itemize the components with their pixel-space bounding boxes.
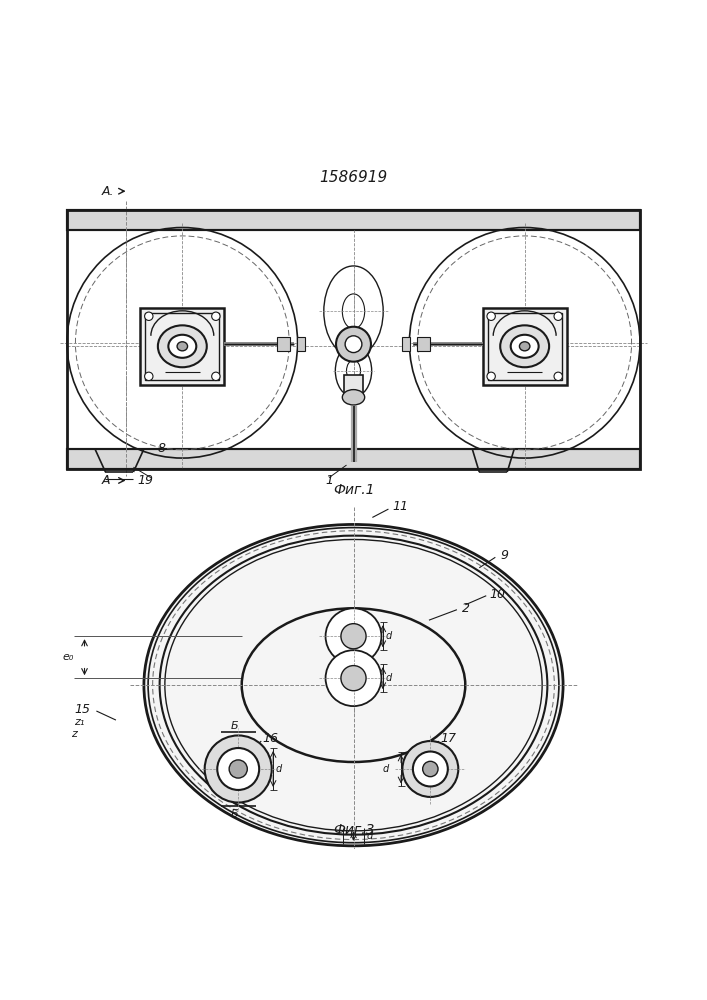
Bar (488, 313, 561, 380)
Bar (297, 337, 305, 351)
Text: 1: 1 (325, 474, 334, 487)
Text: d: d (385, 631, 392, 641)
Ellipse shape (158, 325, 206, 367)
Circle shape (336, 327, 371, 362)
Circle shape (145, 372, 153, 381)
Bar (67, 449, 640, 469)
Text: d: d (385, 673, 392, 683)
Circle shape (229, 760, 247, 778)
Bar (67, 210, 640, 469)
Circle shape (487, 372, 496, 381)
Circle shape (487, 312, 496, 320)
Text: Б: Б (231, 809, 238, 819)
Bar (417, 337, 430, 351)
Circle shape (554, 372, 562, 381)
Text: 16: 16 (263, 732, 279, 745)
Text: z₁: z₁ (74, 717, 84, 727)
Ellipse shape (510, 335, 539, 358)
Text: 1586919: 1586919 (320, 170, 387, 185)
Text: Фиг.3: Фиг.3 (333, 823, 374, 837)
Text: Б: Б (231, 721, 238, 731)
Text: 11: 11 (392, 500, 408, 513)
Circle shape (413, 752, 448, 786)
Circle shape (211, 312, 220, 320)
Ellipse shape (177, 342, 187, 351)
Text: z: z (71, 729, 76, 739)
Bar (67, 449, 640, 469)
Circle shape (325, 650, 382, 706)
Bar (483, 308, 566, 385)
Circle shape (145, 312, 153, 320)
Text: 15: 15 (74, 703, 90, 716)
Text: 2: 2 (462, 602, 469, 615)
Ellipse shape (501, 325, 549, 367)
Bar (146, 313, 219, 380)
Ellipse shape (168, 335, 197, 358)
Text: d: d (382, 764, 388, 774)
Circle shape (423, 761, 438, 777)
Bar (67, 210, 640, 230)
Circle shape (345, 336, 362, 353)
Ellipse shape (342, 390, 365, 405)
Circle shape (402, 741, 458, 797)
Circle shape (217, 748, 259, 790)
Text: d: d (366, 831, 373, 841)
Text: Фиг.1: Фиг.1 (333, 483, 374, 497)
Bar (402, 337, 410, 351)
Text: 8: 8 (158, 442, 166, 455)
Text: e₀: e₀ (63, 652, 74, 662)
Ellipse shape (520, 342, 530, 351)
Text: А: А (102, 474, 110, 487)
Ellipse shape (144, 524, 563, 846)
Circle shape (554, 312, 562, 320)
Circle shape (211, 372, 220, 381)
Text: А.: А. (102, 185, 115, 198)
Circle shape (205, 735, 271, 803)
Text: 10: 10 (490, 588, 506, 601)
Circle shape (341, 624, 366, 649)
Bar (277, 337, 290, 351)
Bar (141, 308, 224, 385)
Text: d: d (276, 764, 282, 774)
Text: 9: 9 (501, 549, 508, 562)
Text: 19: 19 (137, 474, 153, 487)
Bar (344, 375, 363, 397)
Bar (67, 210, 640, 230)
Circle shape (341, 666, 366, 691)
Text: 17: 17 (441, 732, 457, 745)
Circle shape (325, 608, 382, 664)
Bar (67, 210, 640, 469)
